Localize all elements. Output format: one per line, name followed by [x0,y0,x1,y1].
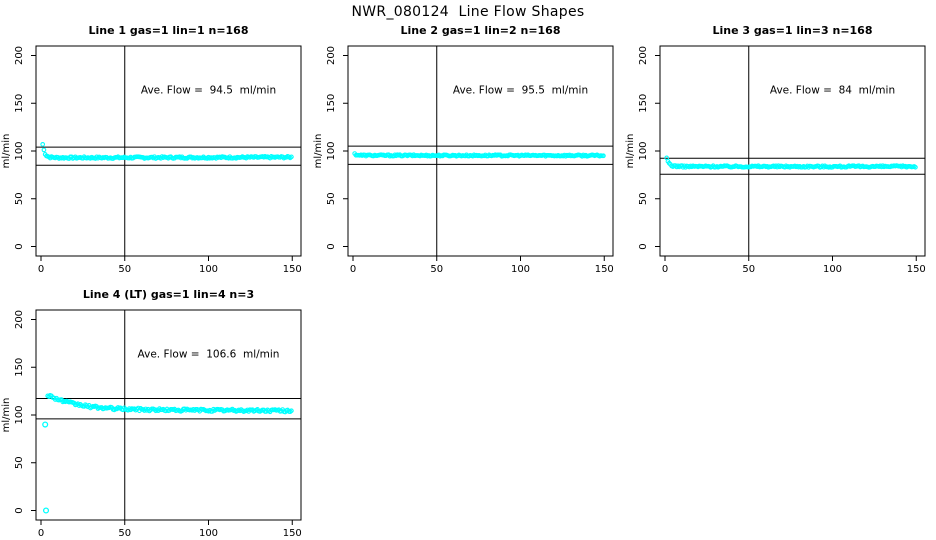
y-tick-label: 200 [326,46,337,65]
data-points [45,392,294,415]
y-axis-label: ml/min [625,134,636,169]
y-tick-label: 150 [638,94,649,113]
plot-border [659,45,926,257]
subplot-group: Line 1 gas=1 lin=1 n=168 0 50 100 150 0 50 100 1… [1,24,302,275]
subplot-title: Line 1 gas=1 lin=1 n=168 [88,24,248,37]
data-point [601,153,606,159]
subplot-line-3: Line 3 gas=1 lin=3 n=168 0 50 100 150 0 50 100 1… [625,24,926,275]
y-tick-label: 0 [638,243,649,249]
outlier-point [42,507,50,514]
y-tick-label: 50 [14,456,25,469]
subplot-title: Line 3 gas=1 lin=3 n=168 [712,24,872,37]
y-tick-label: 200 [14,310,25,329]
y-tick-label: 50 [638,192,649,205]
y-tick-label: 0 [14,507,25,513]
y-axis-label: ml/min [1,398,12,433]
ave-flow-annotation: Ave. Flow = 106.6 ml/min [138,349,280,361]
x-tick-label: 0 [38,264,44,275]
x-tick-label: 150 [283,528,302,539]
y-tick-label: 0 [326,243,337,249]
subplot-group: Line 4 (LT) gas=1 lin=4 n=3 0 50 100 150 0 50 1… [1,288,302,539]
y-tick-label: 200 [14,46,25,65]
subplot-line-4: Line 4 (LT) gas=1 lin=4 n=3 0 50 100 150 0 50 1… [1,288,302,539]
x-tick-label: 50 [742,264,755,275]
data-points [664,155,918,170]
x-tick-label: 50 [430,264,443,275]
x-tick-label: 100 [199,528,218,539]
y-axis-label: ml/min [1,134,12,169]
y-tick-label: 50 [14,192,25,205]
y-tick-label: 100 [14,405,25,424]
y-tick-label: 100 [14,141,25,160]
plot-border [35,309,302,521]
x-tick-label: 50 [118,264,131,275]
outlier-point [42,421,49,428]
x-tick-label: 100 [511,264,530,275]
data-point [40,141,46,147]
x-tick-label: 150 [283,264,302,275]
subplot-line-1: Line 1 gas=1 lin=1 n=168 0 50 100 150 0 50 100 1… [1,24,302,275]
x-tick-label: 0 [662,264,668,275]
subplot-group: Line 2 gas=1 lin=2 n=168 0 50 100 150 0 50 100 1… [313,24,614,275]
y-tick-label: 100 [638,141,649,160]
x-tick-label: 100 [199,264,218,275]
plot-border [35,45,302,257]
data-points [40,141,294,161]
subplot-group: Line 3 gas=1 lin=3 n=168 0 50 100 150 0 50 100 1… [625,24,926,275]
y-tick-label: 0 [14,243,25,249]
ave-flow-annotation: Ave. Flow = 94.5 ml/min [141,85,276,97]
data-point [289,154,294,160]
y-axis-label: ml/min [313,134,324,169]
page-title: NWR_080124 Line Flow Shapes [351,4,585,20]
x-tick-label: 0 [350,264,356,275]
y-tick-label: 150 [14,358,25,377]
y-tick-label: 100 [326,141,337,160]
data-point [913,164,918,170]
x-tick-label: 150 [907,264,926,275]
x-tick-label: 50 [118,528,131,539]
subplot-title: Line 4 (LT) gas=1 lin=4 n=3 [83,288,254,301]
x-tick-label: 0 [38,528,44,539]
y-tick-label: 200 [638,46,649,65]
plot-border [347,45,614,257]
x-tick-label: 100 [823,264,842,275]
data-point [41,147,47,153]
subplot-line-2: Line 2 gas=1 lin=2 n=168 0 50 100 150 0 50 100 1… [313,24,614,275]
ave-flow-annotation: Ave. Flow = 95.5 ml/min [453,85,588,97]
y-tick-label: 150 [14,94,25,113]
data-points [352,151,606,159]
y-tick-label: 150 [326,94,337,113]
x-tick-label: 150 [595,264,614,275]
ave-flow-annotation: Ave. Flow = 84 ml/min [770,85,895,97]
subplot-title: Line 2 gas=1 lin=2 n=168 [400,24,560,37]
data-point [289,408,294,414]
y-tick-label: 50 [326,192,337,205]
